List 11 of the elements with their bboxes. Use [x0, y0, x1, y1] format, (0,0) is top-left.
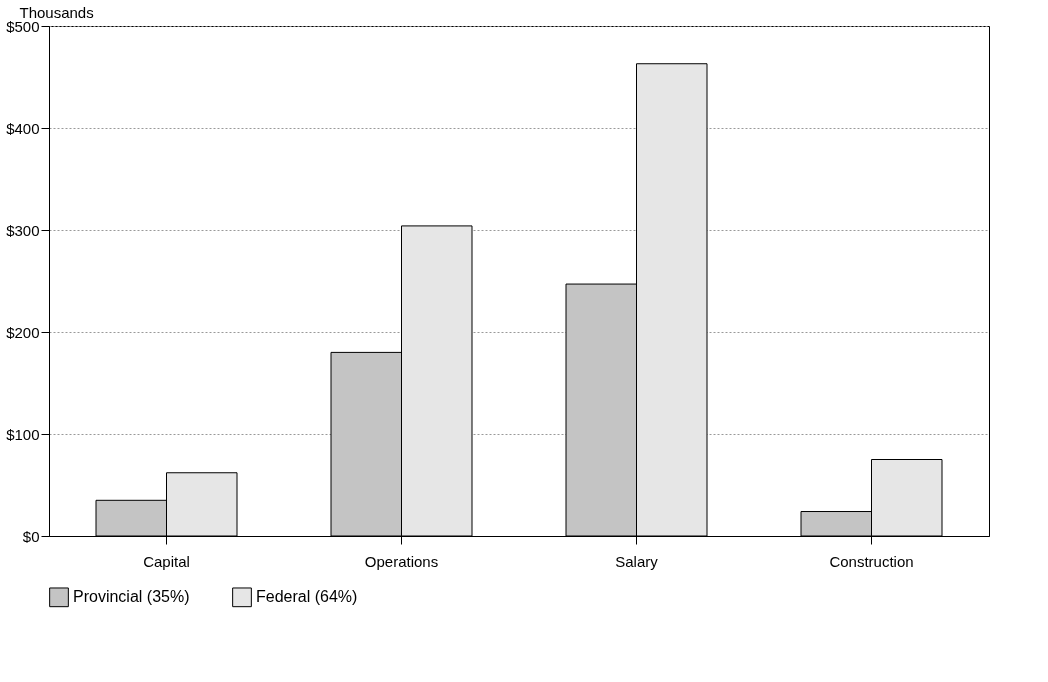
y-tick-label: $200: [6, 323, 40, 341]
y-tick-label: $0: [22, 527, 40, 545]
legend-label: Federal (64%): [256, 588, 358, 606]
x-tick-label: Construction: [829, 552, 914, 570]
x-tick-label: Operations: [364, 552, 439, 570]
x-tick-label: Capital: [143, 552, 190, 570]
y-tick-label: $100: [6, 425, 40, 443]
y-tick-label: $400: [6, 119, 40, 137]
legend-label: Provincial (35%): [73, 588, 190, 606]
y-tick-label: $300: [6, 221, 40, 239]
x-tick-label: Salary: [615, 552, 659, 570]
